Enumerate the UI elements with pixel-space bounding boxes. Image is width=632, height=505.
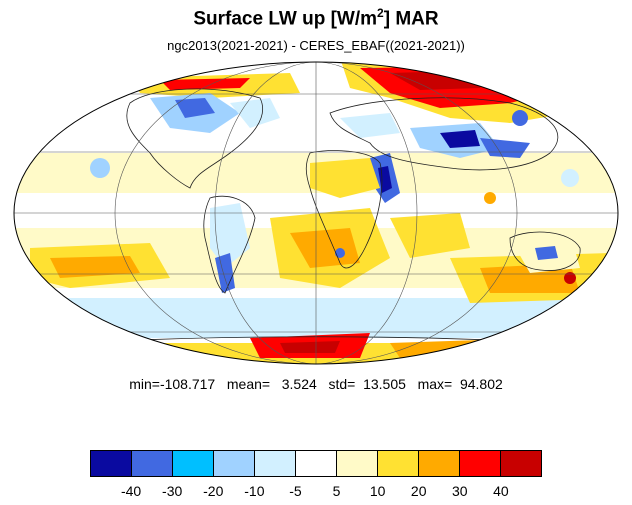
colorbar-swatch xyxy=(419,451,460,476)
graticule xyxy=(14,62,618,364)
colorbar-swatch xyxy=(214,451,255,476)
colorbar-swatch xyxy=(460,451,501,476)
colorbar-swatch xyxy=(132,451,173,476)
colorbar-tick-label: 30 xyxy=(452,483,468,499)
colorbar-ticks: -40 -30 -20 -10 -5 5 10 20 30 40 xyxy=(90,483,542,501)
plot-subtitle: ngc2013(2021-2021) - CERES_EBAF((2021-20… xyxy=(167,38,465,53)
colorbar-swatch xyxy=(378,451,419,476)
colorbar-tick-label: 10 xyxy=(369,483,386,499)
map-svg xyxy=(13,61,619,365)
colorbar-tick-label: -40 xyxy=(120,483,142,499)
title-superscript: 2 xyxy=(377,6,384,20)
colorbar-tick-label: -20 xyxy=(203,483,224,499)
colorbar-swatch xyxy=(91,451,132,476)
colorbar-swatch xyxy=(255,451,296,476)
title-suffix: ] MAR xyxy=(383,8,439,30)
plot-title: Surface LW up [W/m2] MAR xyxy=(0,6,632,30)
colorbar-swatch xyxy=(501,451,541,476)
colorbar xyxy=(90,450,542,477)
title-prefix: Surface LW up [W/m xyxy=(193,8,378,30)
colorbar-tick-label: 5 xyxy=(332,483,341,499)
colorbar-tick-label: -10 xyxy=(244,483,265,499)
world-map xyxy=(10,58,622,368)
colorbar-tick-label: -5 xyxy=(289,483,302,499)
colorbar-tick-label: -30 xyxy=(162,483,183,499)
colorbar-tick-label: 40 xyxy=(493,483,509,499)
colorbar-tick-label: 20 xyxy=(410,483,427,499)
colorbar-swatch xyxy=(173,451,214,476)
colorbar-swatch xyxy=(337,451,378,476)
colorbar-swatch xyxy=(296,451,337,476)
stats-line: min=-108.717 mean= 3.524 std= 13.505 max… xyxy=(129,376,503,392)
map-border xyxy=(13,61,619,365)
